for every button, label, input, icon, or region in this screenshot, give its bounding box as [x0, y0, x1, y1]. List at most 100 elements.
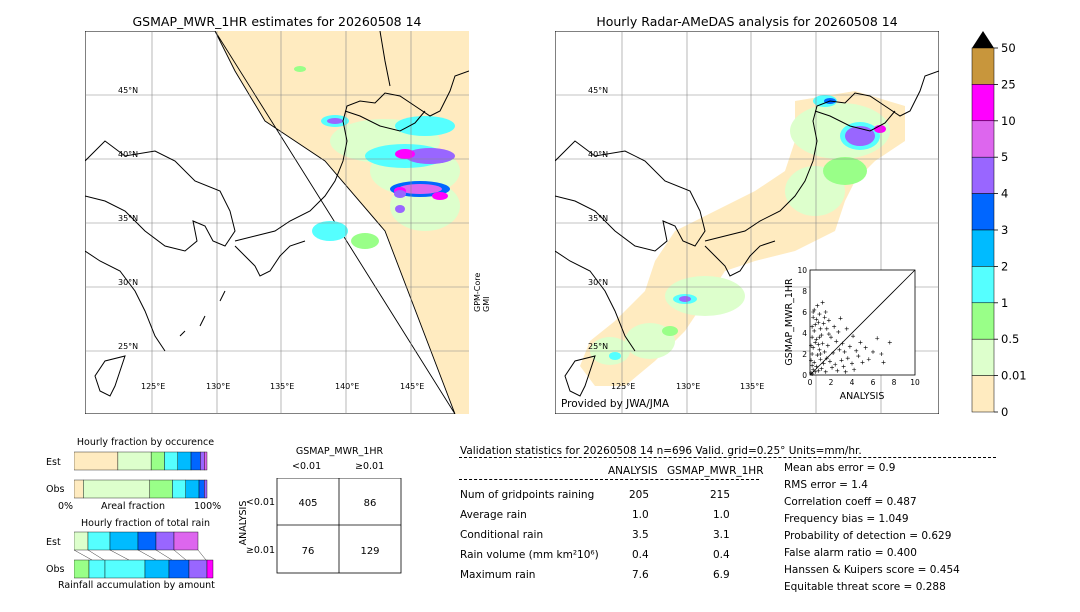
scatter-x-tick: 8	[892, 378, 897, 387]
colorbar-box	[971, 375, 995, 413]
fraction-segment	[190, 451, 201, 471]
scatter-point	[823, 310, 828, 314]
row-label: Average rain	[460, 509, 527, 521]
lat-label: 35°N	[588, 214, 608, 223]
fraction-segment	[172, 479, 186, 499]
total-rain-title: Hourly fraction of total rain	[81, 518, 210, 529]
fraction-segment	[83, 479, 151, 499]
lon-label: 145°E	[400, 382, 424, 391]
occurrence-est-bar	[74, 451, 208, 471]
data-credit: Provided by JWA/JMA	[561, 398, 670, 410]
scatter-point	[835, 368, 840, 373]
lat-label: 30°N	[588, 278, 608, 287]
scatter-points	[809, 300, 892, 376]
scatter-y-tick: 0	[802, 371, 807, 380]
swath-edge	[214, 31, 456, 414]
scatter-point	[816, 342, 821, 347]
contingency-row-lt: <0.01	[246, 497, 275, 508]
row-gsmap: 6.9	[713, 569, 730, 581]
scatter-point	[842, 349, 847, 354]
radar-coverage	[580, 91, 905, 386]
lon-label: 140°E	[335, 382, 359, 391]
lat-label: 45°N	[588, 86, 608, 95]
fraction-segment	[200, 451, 205, 471]
korea-coast	[555, 140, 706, 252]
score-far: False alarm ratio = 0.400	[784, 547, 917, 559]
occurrence-axis-left: 0%	[58, 501, 74, 512]
scatter-point	[847, 344, 852, 349]
scatter-point	[824, 326, 829, 331]
scatter-point	[813, 369, 818, 374]
scatter-point	[810, 352, 815, 356]
fraction-segment	[117, 451, 152, 471]
colorbar-label: 25	[1001, 77, 1016, 91]
contingency-title: GSMAP_MWR_1HR	[295, 446, 384, 457]
colorbar-label: 0	[1001, 405, 1008, 419]
scatter-point	[830, 365, 835, 370]
validation-header: Validation statistics for 20260508 14 n=…	[460, 445, 862, 457]
colorbar-extend-arrow	[972, 31, 994, 48]
scatter-point	[871, 349, 875, 354]
lon-label: 135°E	[740, 382, 764, 391]
taiwan-coast	[564, 355, 596, 397]
lat-label: 40°N	[118, 150, 138, 159]
fraction-segment	[185, 479, 200, 499]
scatter-point	[863, 345, 868, 350]
scatter-point	[875, 336, 880, 341]
gpm-core-label: GPM-Core	[473, 273, 482, 312]
table-divider	[459, 479, 759, 480]
score-ets: Equitable threat score = 0.288	[784, 581, 946, 593]
scatter-point	[813, 322, 818, 327]
col-analysis: ANALYSIS	[608, 465, 658, 477]
row-label: Conditional rain	[460, 529, 544, 541]
ryukyu-coast	[179, 290, 226, 337]
colorbar-box	[971, 156, 995, 194]
cell-miss: 76	[302, 546, 315, 557]
scatter-point	[843, 369, 848, 374]
colorbar-box	[971, 120, 995, 158]
scatter-point	[816, 320, 821, 325]
score-list: Mean abs error = 0.9 RMS error = 1.4 Cor…	[784, 462, 1014, 602]
scatter-point	[845, 356, 850, 361]
scatter-point	[812, 328, 817, 333]
scatter-x-tick: 10	[910, 378, 920, 387]
score-freq-bias: Frequency bias = 1.049	[784, 513, 909, 525]
gmi-label: GMI	[482, 297, 491, 312]
korea-coast	[85, 140, 236, 252]
fraction-segment	[74, 479, 84, 499]
fraction-segment	[198, 479, 205, 499]
china-coast	[555, 250, 636, 352]
scatter-point	[824, 356, 829, 361]
total-est-bar	[74, 531, 207, 561]
colorbar-box	[971, 302, 995, 340]
scatter-y-tick: 10	[797, 266, 807, 275]
scatter-x-tick: 4	[850, 378, 855, 387]
scatter-point	[840, 341, 845, 346]
scatter-point	[817, 335, 822, 340]
scatter-point	[822, 349, 827, 354]
scatter-point	[836, 329, 841, 334]
scatter-y-tick: 4	[802, 329, 807, 338]
scatter-point	[829, 335, 833, 340]
scatter-point	[811, 367, 816, 372]
one-to-one-line	[809, 269, 916, 376]
colorbar-label: 4	[1001, 187, 1008, 201]
total-rain-footer: Rainfall accumulation by amount	[58, 580, 215, 591]
scatter-point	[819, 333, 824, 338]
japan-main-coast	[234, 70, 469, 242]
scatter-point	[811, 315, 816, 320]
validation-table: Num of gridpoints raining 205 215 Averag…	[460, 489, 760, 589]
row-label: Rain volume (mm km²10⁶)	[460, 549, 599, 561]
scatter-x-ticks: 0 2 4 6 8 10	[808, 378, 920, 387]
occurrence-obs-label: Obs	[46, 484, 65, 495]
scatter-point	[831, 350, 836, 355]
scatter-point	[839, 358, 844, 363]
row-label: Num of gridpoints raining	[460, 489, 595, 501]
scatter-point	[821, 361, 826, 366]
occurrence-axis-right: 100%	[194, 501, 222, 512]
scatter-point	[814, 337, 819, 342]
scatter-point	[833, 362, 838, 367]
scatter-y-ticks: 0 2 4 6 8 10	[797, 266, 807, 380]
scatter-point	[851, 334, 856, 339]
lon-label: 130°E	[206, 382, 230, 391]
